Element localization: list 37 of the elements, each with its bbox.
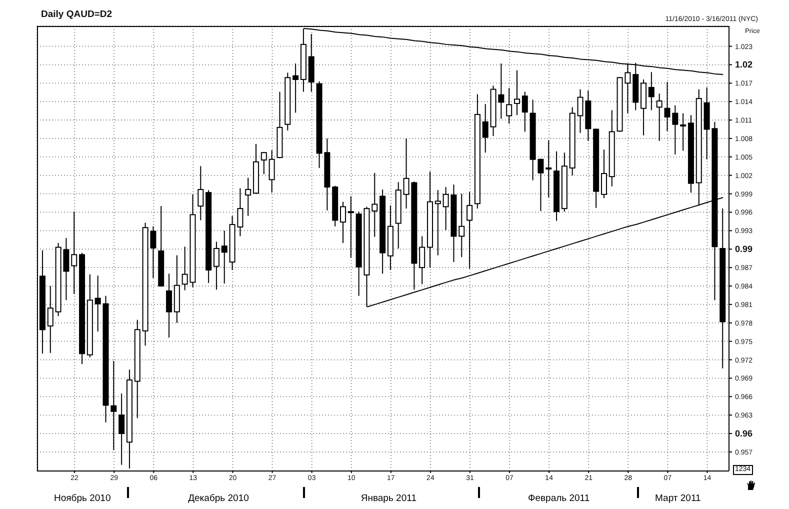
chart-title: Daily QAUD=D2 <box>41 9 112 20</box>
x2-tick-label: Декабрь 2010 <box>188 493 249 504</box>
candlestick <box>71 211 78 294</box>
candlestick <box>118 393 125 466</box>
x2-tick-label: Февраль 2011 <box>528 493 590 504</box>
y-tick-label: 1.02 <box>735 60 753 70</box>
candlestick <box>600 149 607 199</box>
candlestick <box>47 285 54 354</box>
candlestick <box>110 360 117 451</box>
candlestick <box>166 273 172 338</box>
candlestick <box>648 72 654 111</box>
candlestick <box>372 172 378 238</box>
candlestick <box>482 104 488 154</box>
candlestick <box>292 62 299 114</box>
candlestick <box>434 190 441 256</box>
x2-tick-label: Март 2011 <box>655 493 701 504</box>
candlestick <box>221 230 228 284</box>
candlestick <box>514 70 520 116</box>
candlestick <box>260 152 267 175</box>
candlestick <box>213 241 220 290</box>
y-tick-label: 0.96 <box>735 428 753 439</box>
candlestick <box>546 140 552 198</box>
candlestick <box>245 177 252 216</box>
x2-tick-label: Январь 2011 <box>360 493 416 504</box>
candlestick <box>348 196 354 258</box>
candlestick <box>458 193 465 258</box>
candlestick <box>268 150 275 194</box>
y-tick-label: 0.99 <box>735 244 753 254</box>
candlestick <box>506 88 512 124</box>
candlestick <box>419 236 426 285</box>
candlestick <box>198 166 204 221</box>
candlestick <box>466 191 473 270</box>
candlestick <box>522 91 528 132</box>
candlestick <box>656 93 662 142</box>
candlestick <box>680 112 686 152</box>
x2-tick-label: Ноябрь 2010 <box>54 493 111 504</box>
candlestick <box>340 201 346 244</box>
